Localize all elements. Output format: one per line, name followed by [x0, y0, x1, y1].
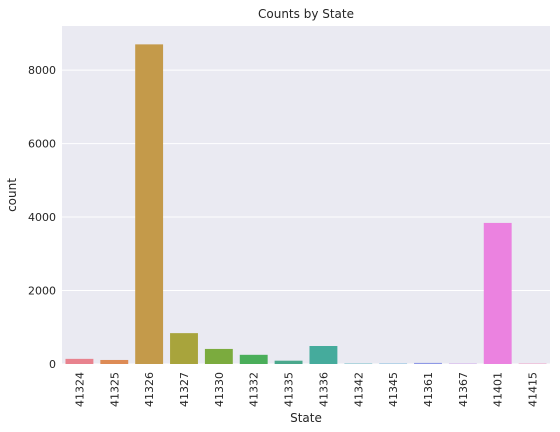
x-tick-label: 41361 — [422, 372, 435, 407]
y-tick-label: 6000 — [28, 138, 56, 151]
y-axis-label: count — [5, 178, 19, 212]
x-tick-label: 41325 — [108, 372, 121, 407]
x-tick-labels: 41324 41325 41326 41327 41330 41332 41335 41336… — [73, 372, 539, 407]
x-tick-label: 41324 — [73, 372, 86, 407]
bar-41330 — [204, 348, 233, 364]
x-tick-label: 41342 — [352, 372, 365, 407]
x-tick-label: 41330 — [213, 372, 226, 407]
bar-41336 — [309, 345, 338, 364]
x-axis-label: State — [290, 411, 322, 425]
y-tick-label: 2000 — [28, 285, 56, 298]
x-tick-label: 41327 — [178, 372, 191, 407]
bar-41326 — [135, 44, 164, 364]
bar-41401 — [483, 222, 512, 364]
x-tick-label: 41345 — [387, 372, 400, 407]
chart-title: Counts by State — [258, 7, 354, 21]
x-tick-label: 41415 — [527, 372, 540, 407]
x-tick-label: 41326 — [143, 372, 156, 407]
x-tick-label: 41332 — [248, 372, 261, 407]
x-tick-label: 41336 — [317, 372, 330, 407]
y-tick-labels: 0 2000 4000 6000 8000 — [28, 64, 56, 371]
bar-41325 — [100, 359, 129, 364]
x-tick-label: 41367 — [457, 372, 470, 407]
bar-41327 — [170, 333, 198, 364]
bar-41335 — [274, 360, 303, 364]
bar-41361 — [414, 362, 442, 364]
y-tick-label: 0 — [49, 358, 56, 371]
bars — [65, 44, 547, 364]
x-tick-label: 41335 — [283, 372, 296, 407]
bar-41332 — [239, 354, 268, 364]
bar-41324 — [65, 358, 94, 364]
y-tick-label: 4000 — [28, 211, 56, 224]
y-tick-label: 8000 — [28, 64, 56, 77]
x-tick-label: 41401 — [492, 372, 505, 407]
